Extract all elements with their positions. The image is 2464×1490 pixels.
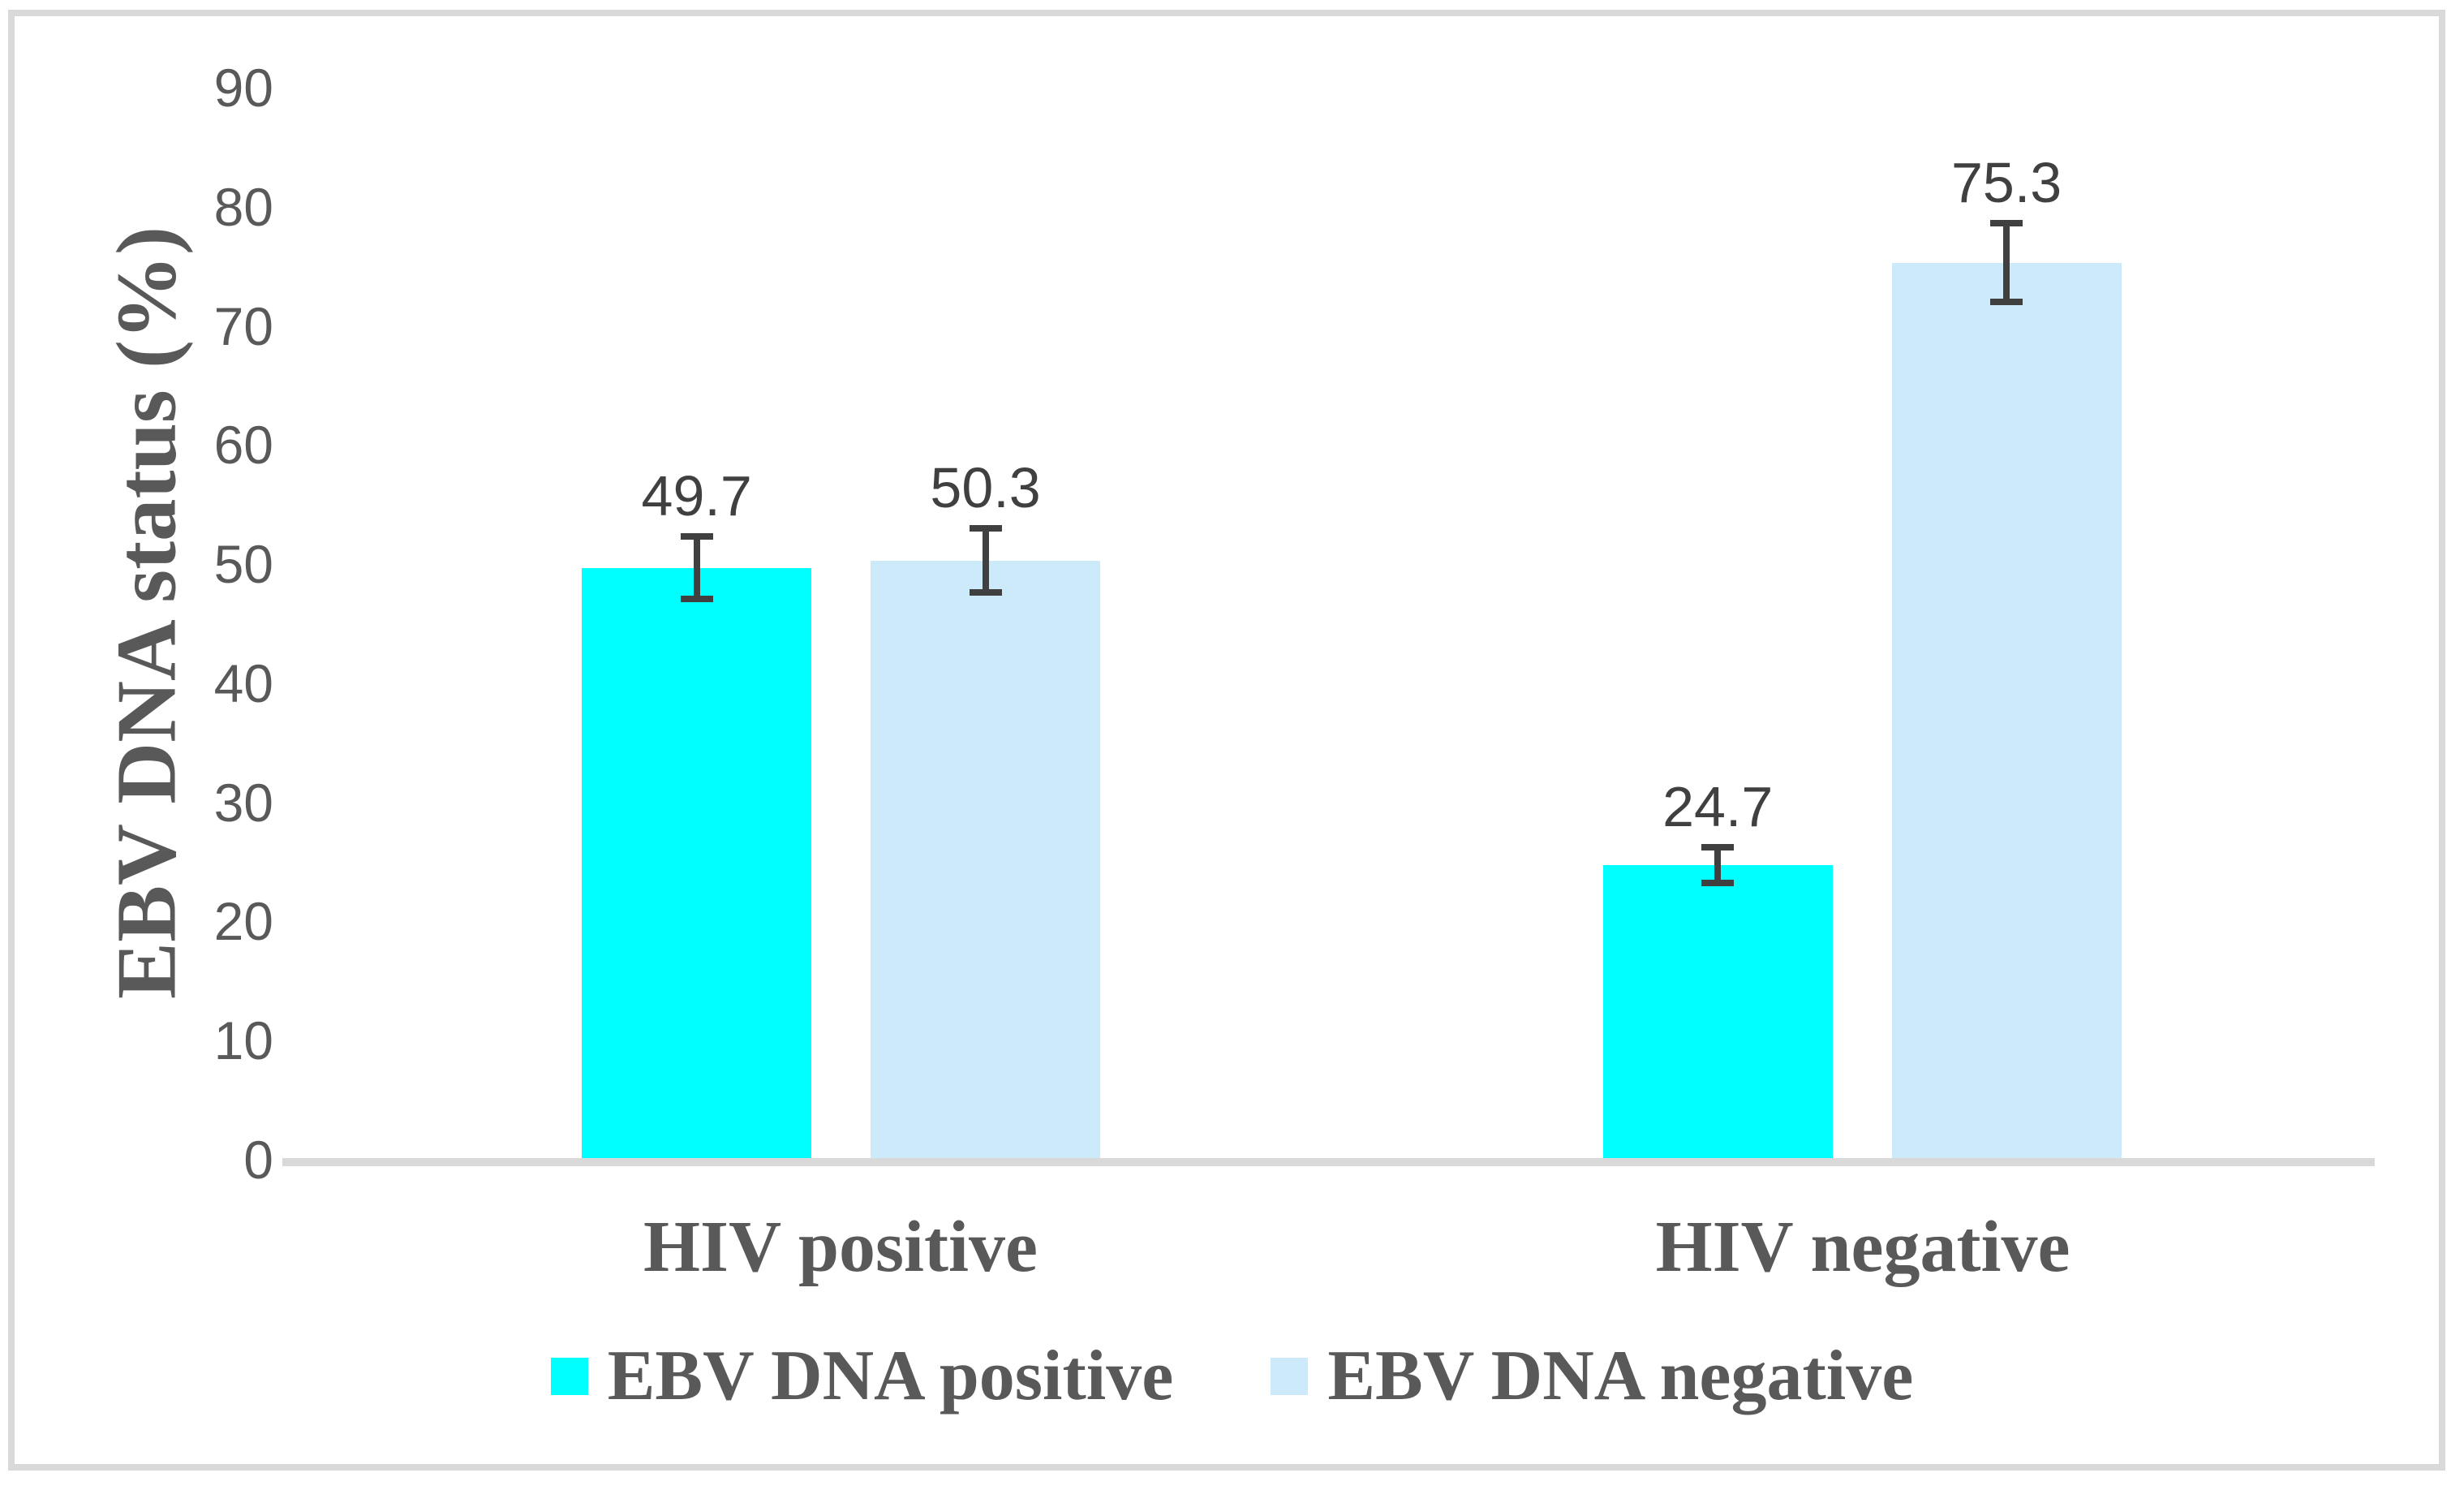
y-axis-tick-label: 50 [213,534,273,595]
legend-swatch-ebv-dna-positive [550,1358,588,1395]
y-axis-tick-label: 60 [213,415,273,476]
y-axis-tick-label: 90 [213,58,273,118]
legend-label-ebv-dna-positive: EBV DNA positive [607,1337,1174,1415]
data-label: 50.3 [930,456,1041,520]
y-axis-tick-label: 0 [243,1130,273,1190]
error-bar [2003,223,2010,303]
error-bar-cap [969,525,1002,532]
legend-swatch-ebv-dna-negative [1271,1358,1309,1395]
data-label: 75.3 [1950,151,2062,215]
error-bar [693,536,700,599]
x-axis-line [282,1158,2375,1166]
error-bar-cap [680,533,713,540]
bar-ebv-dna-positive [582,567,812,1160]
legend-item-ebv-dna-negative: EBV DNA negative [1271,1341,1913,1412]
error-bar-cap [969,589,1002,596]
y-axis-tick-label: 70 [213,295,273,356]
y-axis-tick-label: 80 [213,176,273,237]
plot-area: 49.7 24.7 50.3 75.3 [282,88,2375,1160]
y-axis-tick-label: 20 [213,891,273,952]
bar-ebv-dna-negative [1891,262,2122,1160]
data-label: 24.7 [1662,775,1774,839]
error-bar-cap [1990,220,2023,227]
y-axis-tick-label: 30 [213,772,273,833]
legend: EBV DNA positive EBV DNA negative [0,1341,2464,1412]
legend-item-ebv-dna-positive: EBV DNA positive [550,1337,1174,1415]
legend-label-ebv-dna-negative: EBV DNA negative [1327,1337,1914,1415]
category-label-hiv-negative: HIV negative [1655,1207,2071,1287]
error-bar [982,528,989,593]
error-bar-cap [1701,844,1735,851]
error-bar-cap [680,595,713,602]
y-axis-tick-label: 40 [213,652,273,713]
chart-frame [8,10,2445,1471]
error-bar-cap [1701,880,1735,887]
bar-ebv-dna-positive [1602,865,1833,1160]
error-bar [1714,847,1722,884]
bar-ebv-dna-negative [871,560,1100,1160]
y-axis-tick-label: 10 [213,1010,273,1071]
category-label-hiv-positive: HIV positive [643,1207,1038,1287]
error-bar-cap [1990,299,2023,306]
data-label: 49.7 [641,464,752,528]
